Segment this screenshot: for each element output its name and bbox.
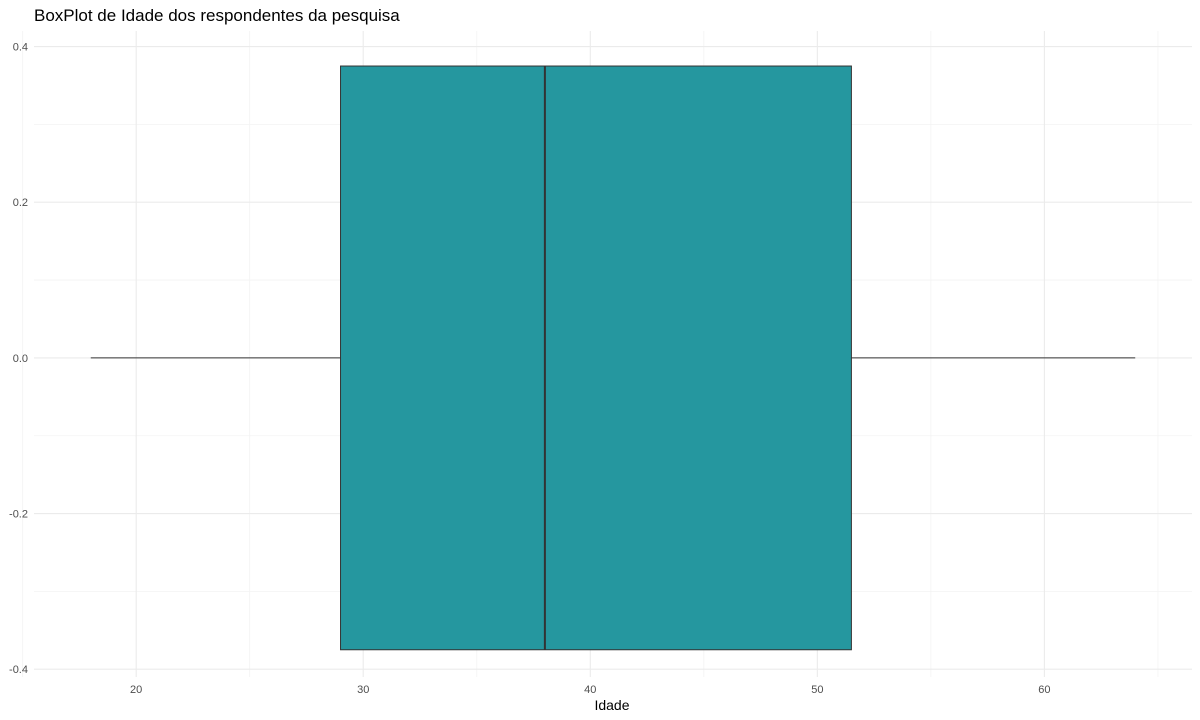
y-tick-label: 0.0 [13, 353, 28, 365]
y-tick-label: -0.2 [9, 509, 28, 521]
x-tick-label: 50 [811, 684, 823, 696]
x-tick-label: 20 [130, 684, 142, 696]
iqr-box [340, 65, 852, 651]
x-axis-tick-labels: 20 30 40 50 60 [130, 684, 1050, 696]
y-axis-tick-labels: -0.4 -0.2 0.0 0.2 0.4 [9, 42, 28, 677]
box-plot [90, 65, 1136, 651]
x-tick-label: 40 [584, 684, 596, 696]
chart-title: BoxPlot de Idade dos respondentes da pes… [34, 6, 400, 25]
y-tick-label: -0.4 [9, 664, 28, 676]
x-axis-label: Idade [594, 697, 629, 713]
x-tick-label: 30 [357, 684, 369, 696]
y-tick-label: 0.4 [13, 42, 28, 54]
x-tick-label: 60 [1038, 684, 1050, 696]
y-tick-label: 0.2 [13, 197, 28, 209]
